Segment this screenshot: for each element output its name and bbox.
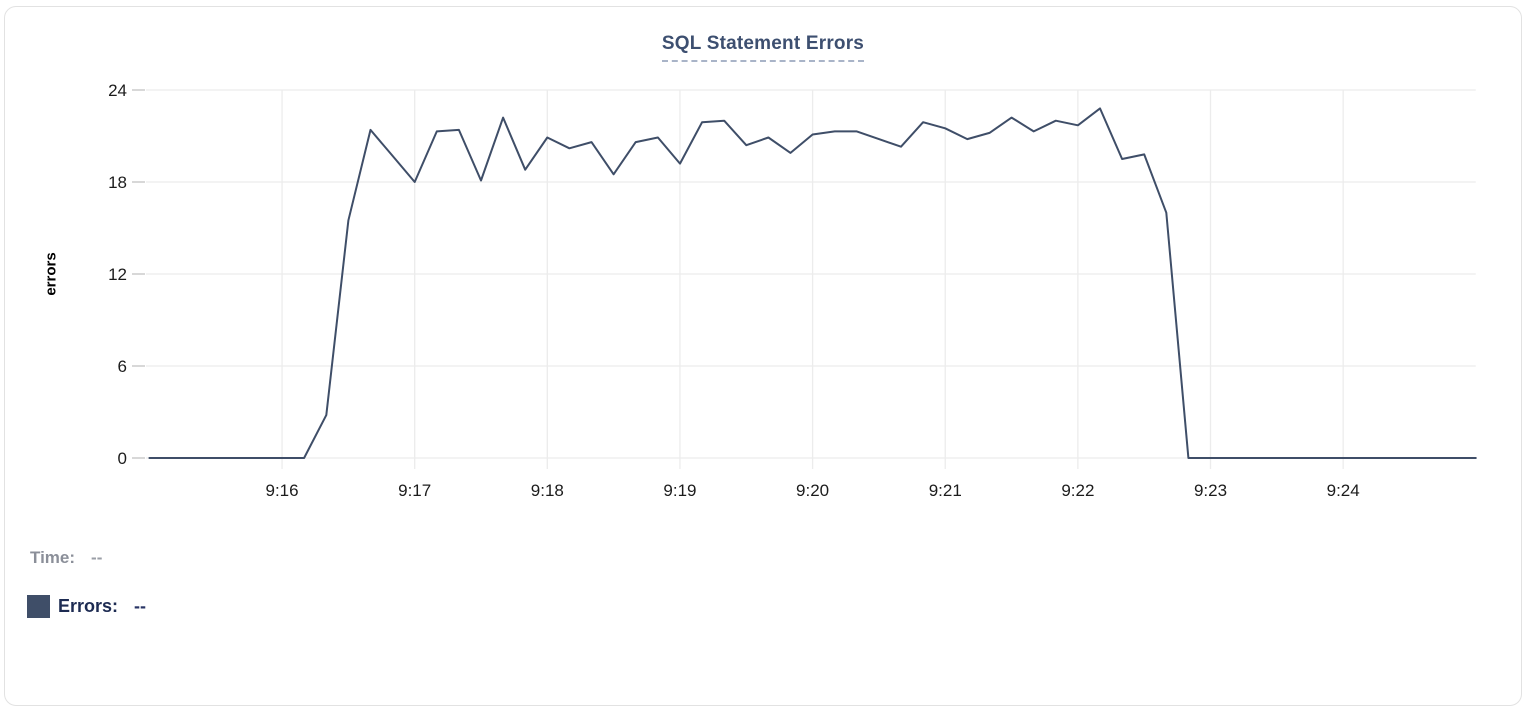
x-tick-label: 9:24 (1327, 481, 1360, 500)
errors-series-swatch (27, 595, 50, 618)
y-tick-label: 6 (118, 357, 127, 376)
time-readout-label: Time: (30, 548, 76, 567)
x-tick-label: 9:22 (1061, 481, 1094, 500)
y-tick-label: 12 (108, 265, 127, 284)
errors-readout-label: Errors: (58, 596, 119, 616)
chart-card: SQL Statement Errors errors 0 6 12 18 24 9:16… (4, 6, 1522, 706)
x-tick-label: 9:17 (398, 481, 431, 500)
x-tick-label: 9:19 (663, 481, 696, 500)
y-tick-label: 0 (118, 449, 127, 468)
line-chart[interactable]: 0 6 12 18 24 9:16 9:17 9:18 9:19 9:20 9:21 9:22 9:23… (5, 7, 1528, 517)
x-tick-label: 9:18 (531, 481, 564, 500)
y-tick-label: 18 (108, 173, 127, 192)
chart-header: SQL Statement Errors (5, 33, 1521, 62)
x-tick-label: 9:20 (796, 481, 829, 500)
errors-readout-value: -- (134, 596, 147, 616)
x-tick-label: 9:23 (1194, 481, 1227, 500)
errors-readout: Errors: -- (27, 595, 146, 618)
errors-series-line (148, 107, 1477, 459)
time-readout: Time: -- (30, 548, 102, 568)
x-tick-label: 9:16 (265, 481, 298, 500)
x-tick-label: 9:21 (929, 481, 962, 500)
time-readout-value: -- (91, 548, 103, 567)
chart-title[interactable]: SQL Statement Errors (661, 33, 865, 62)
y-tick-label: 24 (108, 81, 127, 100)
